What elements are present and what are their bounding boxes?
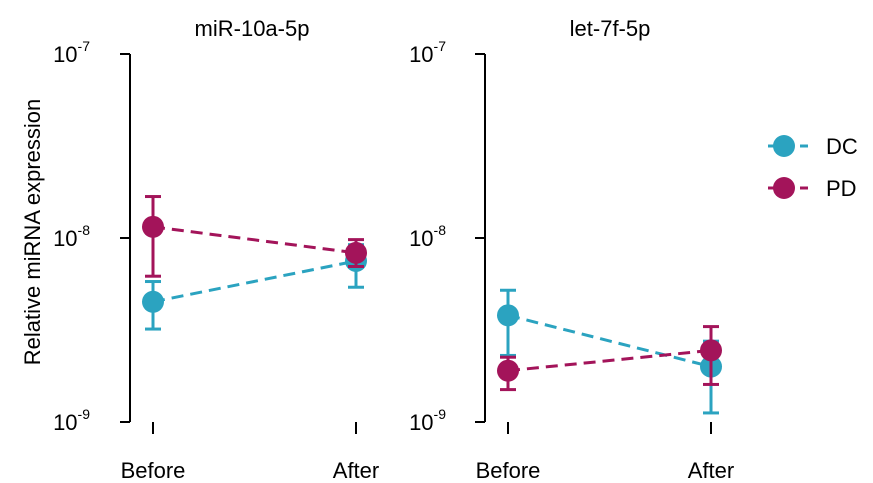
x-tick-label: After — [688, 458, 734, 483]
chart-panel-2: let-7f-5p 10-9 10-8 10-7 Before After — [409, 16, 734, 483]
series-line-dc — [152, 259, 357, 304]
data-point-dc — [497, 304, 519, 327]
y-axis-label: Relative miRNA expression — [20, 99, 45, 366]
series-pd — [497, 325, 722, 392]
data-point-pd — [345, 241, 367, 264]
chart-panel-1: miR-10a-5p 10-9 10-8 10-7 Before After — [53, 16, 379, 483]
y-tick-label: 10-7 — [53, 38, 90, 67]
legend-item-pd: PD — [768, 176, 857, 201]
legend: DC PD — [768, 134, 858, 201]
series-line-pd — [507, 348, 712, 373]
legend-marker — [773, 177, 795, 199]
x-tick-label: Before — [476, 458, 541, 483]
legend-label: PD — [826, 176, 857, 201]
data-point-pd — [142, 215, 164, 238]
panel-title: let-7f-5p — [570, 16, 651, 41]
y-tick-label: 10-8 — [53, 222, 90, 251]
panel-title: miR-10a-5p — [195, 16, 310, 41]
data-point-pd — [497, 359, 519, 382]
series-pd — [142, 195, 367, 278]
legend-marker — [773, 135, 795, 157]
data-point-pd — [700, 339, 722, 362]
legend-label: DC — [826, 134, 858, 159]
x-tick-label: After — [333, 458, 379, 483]
data-point-dc — [142, 290, 164, 313]
y-tick-label: 10-9 — [409, 406, 446, 435]
y-tick-label: 10-7 — [409, 38, 446, 67]
series-line-dc — [507, 313, 712, 369]
legend-item-dc: DC — [768, 134, 858, 159]
y-tick-label: 10-8 — [409, 222, 446, 251]
y-tick-label: 10-9 — [53, 406, 90, 435]
series-dc — [142, 243, 367, 331]
series-line-pd — [152, 225, 357, 255]
x-tick-label: Before — [121, 458, 186, 483]
series-dc — [497, 288, 722, 415]
